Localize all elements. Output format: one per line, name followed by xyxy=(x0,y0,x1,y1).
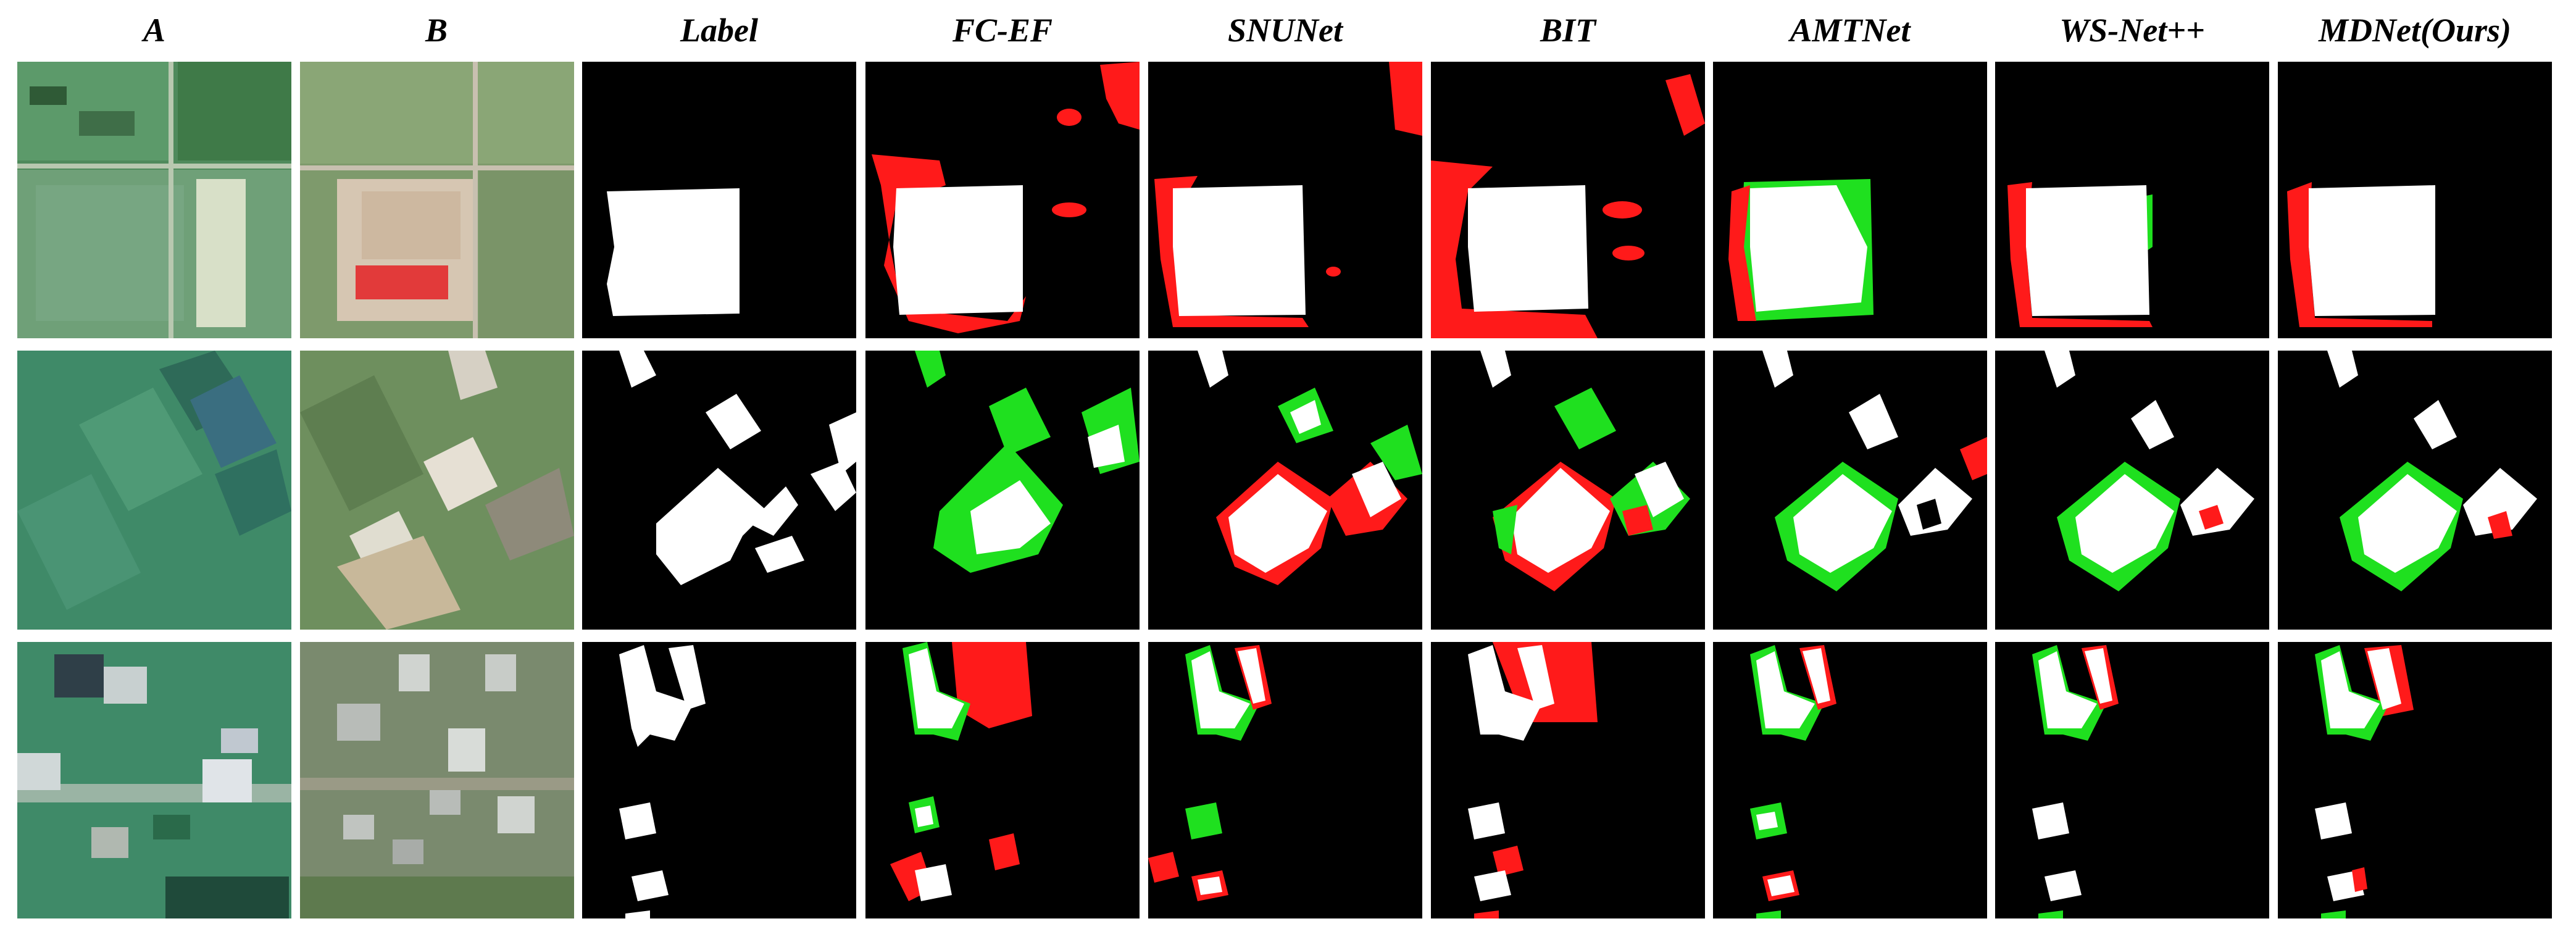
column-header-snunet: SNUNet xyxy=(1228,12,1343,49)
image-b-row3 xyxy=(300,642,574,918)
image-a-row1 xyxy=(17,62,291,338)
snunet-result-row1 xyxy=(1148,62,1422,338)
bit-result-row2 xyxy=(1431,351,1705,630)
image-b-row2 xyxy=(300,351,574,630)
column-header-b: B xyxy=(425,12,448,49)
ws-net-result-row3 xyxy=(1995,642,2269,918)
fc-ef-result-row3 xyxy=(865,642,1140,918)
column-header-bit: BIT xyxy=(1540,12,1596,49)
column-header-ws-net: WS-Net++ xyxy=(2059,12,2205,49)
image-b-row1 xyxy=(300,62,574,338)
column-header-a: A xyxy=(143,12,166,49)
snunet-result-row3 xyxy=(1148,642,1422,918)
amtnet-result-row3 xyxy=(1713,642,1987,918)
snunet-result-row2 xyxy=(1148,351,1422,630)
column-header-amtnet: AMTNet xyxy=(1790,12,1911,49)
bit-result-row3 xyxy=(1431,642,1705,918)
column-header-mdnet: MDNet(Ours) xyxy=(2318,12,2511,49)
mdnet-result-row3 xyxy=(2278,642,2552,918)
mdnet-result-row2 xyxy=(2278,351,2552,630)
label-mask-row2 xyxy=(582,351,856,630)
fc-ef-result-row1 xyxy=(865,62,1140,338)
ws-net-result-row1 xyxy=(1995,62,2269,338)
fc-ef-result-row2 xyxy=(865,351,1140,630)
column-header-label: Label xyxy=(680,12,758,49)
column-header-fc-ef: FC-EF xyxy=(952,12,1053,49)
mdnet-result-row1 xyxy=(2278,62,2552,338)
amtnet-result-row2 xyxy=(1713,351,1987,630)
image-a-row3 xyxy=(17,642,291,918)
image-a-row2 xyxy=(17,351,291,630)
bit-result-row1 xyxy=(1431,62,1705,338)
amtnet-result-row1 xyxy=(1713,62,1987,338)
ws-net-result-row2 xyxy=(1995,351,2269,630)
label-mask-row3 xyxy=(582,642,856,918)
label-mask-row1 xyxy=(582,62,856,338)
